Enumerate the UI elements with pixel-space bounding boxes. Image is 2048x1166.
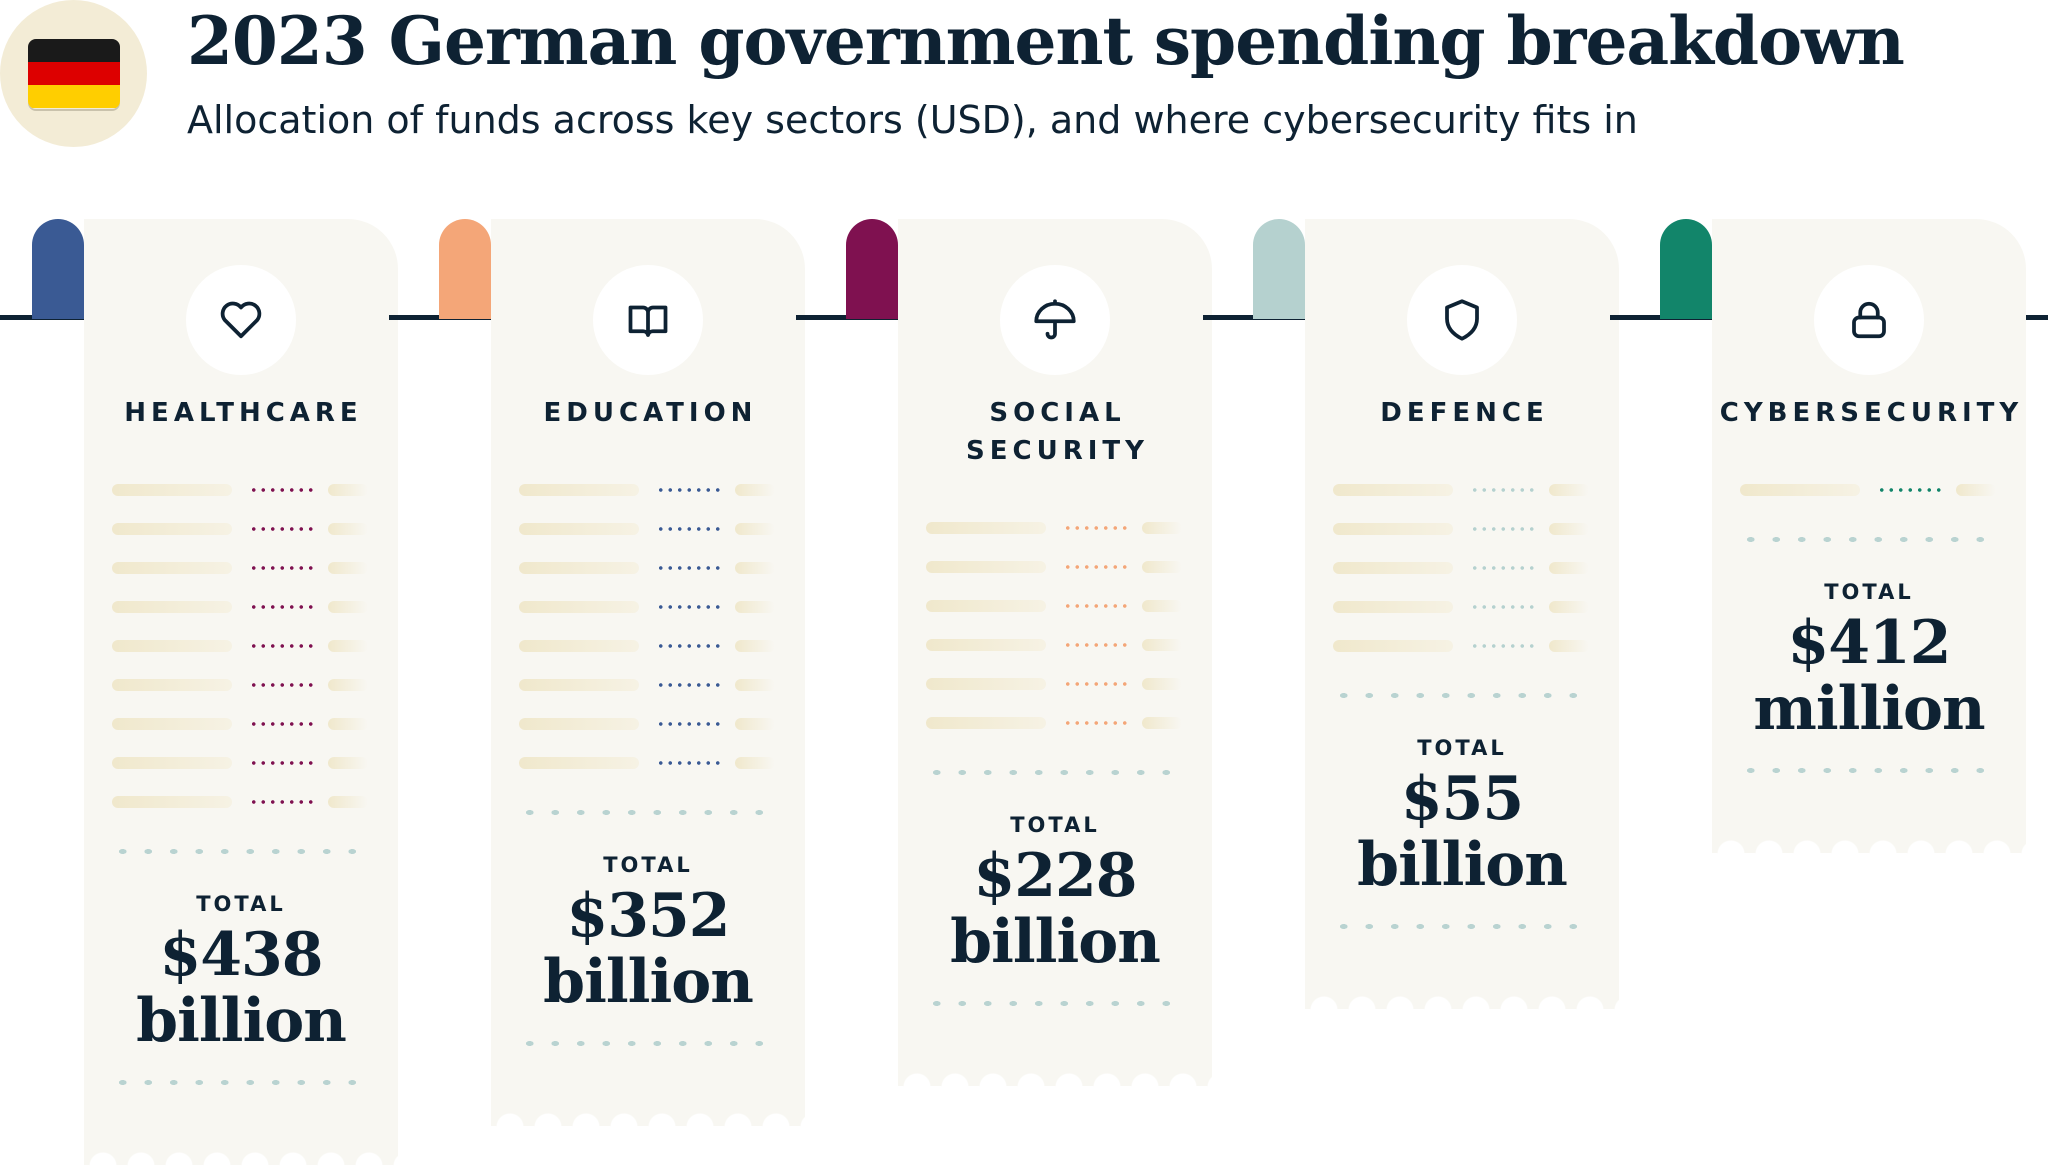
placeholder-row [1305, 548, 1619, 587]
placeholder-row [84, 626, 398, 665]
placeholder-row [491, 626, 805, 665]
germany-flag-icon [27, 38, 120, 109]
amount-unit: million [1753, 674, 1985, 744]
placeholder-rows [1712, 470, 2026, 509]
card-tab [1253, 219, 1305, 319]
shield-icon [1445, 299, 1479, 341]
lock-icon [1852, 301, 1886, 339]
placeholder-row [898, 586, 1212, 625]
amount-unit: billion [1357, 830, 1568, 900]
book-icon [628, 305, 668, 337]
placeholder-row [898, 508, 1212, 547]
amount-value: $412 [1787, 608, 1952, 678]
amount-unit: billion [543, 947, 754, 1017]
divider [924, 770, 1186, 775]
total-amount: $228 billion [950, 841, 1161, 977]
placeholder-row [84, 470, 398, 509]
card-tab [1660, 219, 1712, 319]
sector-label: DEFENCE [1380, 398, 1549, 428]
placeholder-row [491, 743, 805, 782]
spending-card-social-security: SOCIAL SECURITY TOTAL $228 billion [898, 219, 1212, 1087]
divider [110, 1080, 372, 1085]
total-label: TOTAL [603, 853, 693, 877]
divider [517, 810, 779, 815]
placeholder-row [491, 665, 805, 704]
scalloped-edge [898, 1073, 1212, 1087]
divider [1331, 693, 1593, 698]
placeholder-row [1305, 470, 1619, 509]
divider [1738, 768, 2000, 773]
icon-badge [593, 265, 703, 375]
placeholder-rows [898, 508, 1212, 742]
card-tab [439, 219, 491, 319]
placeholder-row [491, 470, 805, 509]
icon-badge [1407, 265, 1517, 375]
scalloped-edge [491, 1113, 805, 1127]
scalloped-edge [84, 1152, 398, 1166]
placeholder-row [1305, 509, 1619, 548]
scalloped-edge [1712, 840, 2026, 854]
spending-card-defence: DEFENCE TOTAL $55 billion [1305, 219, 1619, 1010]
page-title: 2023 German government spending breakdow… [187, 2, 1905, 80]
divider [110, 849, 372, 854]
total-amount: $55 billion [1357, 764, 1568, 900]
placeholder-row [1712, 470, 2026, 509]
spending-card-education: EDUCATION TOTAL $352 billion [491, 219, 805, 1127]
card-tab [32, 219, 84, 319]
sector-label: HEALTHCARE [124, 398, 363, 428]
amount-value: $352 [566, 881, 731, 951]
placeholder-row [84, 587, 398, 626]
placeholder-row [84, 548, 398, 587]
page-subtitle: Allocation of funds across key sectors (… [187, 98, 1638, 142]
placeholder-row [898, 625, 1212, 664]
spending-card-cybersecurity: CYBERSECURITY TOTAL $412 million [1712, 219, 2026, 854]
placeholder-row [898, 703, 1212, 742]
total-amount: $352 billion [543, 881, 754, 1017]
placeholder-row [84, 509, 398, 548]
placeholder-row [898, 547, 1212, 586]
sector-label: CYBERSECURITY [1719, 398, 2024, 428]
divider [924, 1001, 1186, 1006]
placeholder-row [491, 509, 805, 548]
heart-icon [220, 301, 262, 339]
placeholder-row [1305, 587, 1619, 626]
icon-badge [1000, 265, 1110, 375]
total-label: TOTAL [1010, 813, 1100, 837]
divider [1738, 537, 2000, 542]
divider [517, 1041, 779, 1046]
card-tab [846, 219, 898, 319]
sector-label: SOCIAL SECURITY [966, 398, 1149, 466]
amount-unit: billion [136, 986, 347, 1056]
rail-line [2026, 315, 2048, 320]
germany-flag-badge [0, 0, 147, 147]
spending-card-healthcare: HEALTHCARE TOTAL $438 billion [84, 219, 398, 1166]
umbrella-icon [1034, 299, 1076, 340]
sector-label: EDUCATION [543, 398, 758, 428]
icon-badge [1814, 265, 1924, 375]
divider [1331, 924, 1593, 929]
total-label: TOTAL [1824, 580, 1914, 604]
placeholder-row [84, 782, 398, 821]
amount-value: $438 [159, 920, 324, 990]
placeholder-row [84, 743, 398, 782]
total-amount: $412 million [1753, 608, 1985, 744]
scalloped-edge [1305, 996, 1619, 1010]
placeholder-row [84, 704, 398, 743]
placeholder-row [1305, 626, 1619, 665]
amount-value: $228 [973, 841, 1138, 911]
placeholder-rows [84, 470, 398, 821]
placeholder-row [491, 587, 805, 626]
amount-unit: billion [950, 907, 1161, 977]
total-label: TOTAL [1417, 736, 1507, 760]
placeholder-row [84, 665, 398, 704]
placeholder-rows [491, 470, 805, 782]
placeholder-row [491, 704, 805, 743]
icon-badge [186, 265, 296, 375]
placeholder-row [491, 548, 805, 587]
total-label: TOTAL [196, 892, 286, 916]
placeholder-rows [1305, 470, 1619, 665]
placeholder-row [898, 664, 1212, 703]
total-amount: $438 billion [136, 920, 347, 1056]
amount-value: $55 [1400, 764, 1524, 834]
